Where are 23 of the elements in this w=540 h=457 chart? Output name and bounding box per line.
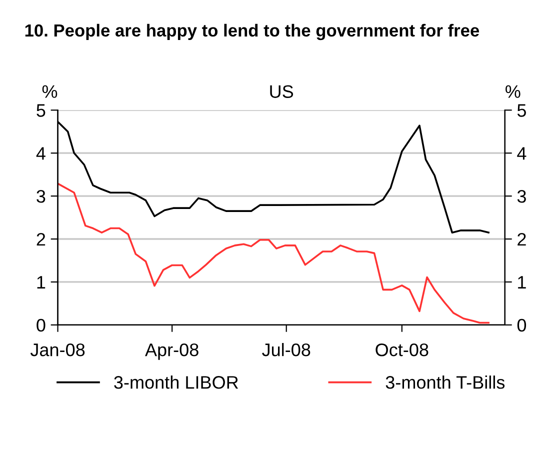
y2-tick-label: 4	[517, 147, 526, 160]
y-axis-title: %	[42, 85, 58, 98]
chart-subtitle: US	[270, 85, 294, 98]
y2-tick-label: 5	[517, 104, 526, 117]
legend-label: 3-month T-Bills	[386, 376, 505, 389]
y-tick-label: 0	[36, 318, 46, 332]
y-tick-label: 4	[36, 147, 46, 160]
y2-tick-label: 0	[517, 318, 526, 332]
line-series	[58, 182, 490, 324]
x-tick-label: Oct-08	[376, 343, 428, 356]
y-tick-label: 1	[37, 276, 46, 289]
y2-tick-label: 3	[517, 190, 526, 203]
y-tick-label: 3	[36, 190, 46, 203]
legend-label: 3-month LIBOR	[114, 376, 238, 389]
x-tick-label: Jan-08	[30, 343, 85, 356]
y2-tick-label: 2	[518, 232, 526, 246]
y2-axis-title: %	[506, 85, 520, 98]
chart-title: 10. People are happy to lend to the government for free	[25, 24, 480, 40]
y-tick-label: 5	[36, 104, 46, 117]
y2-tick-label: 1	[518, 276, 526, 289]
y-tick-label: 2	[36, 232, 46, 246]
x-tick-label: Jul-08	[262, 342, 310, 356]
x-tick-label: Apr-08	[145, 343, 198, 360]
